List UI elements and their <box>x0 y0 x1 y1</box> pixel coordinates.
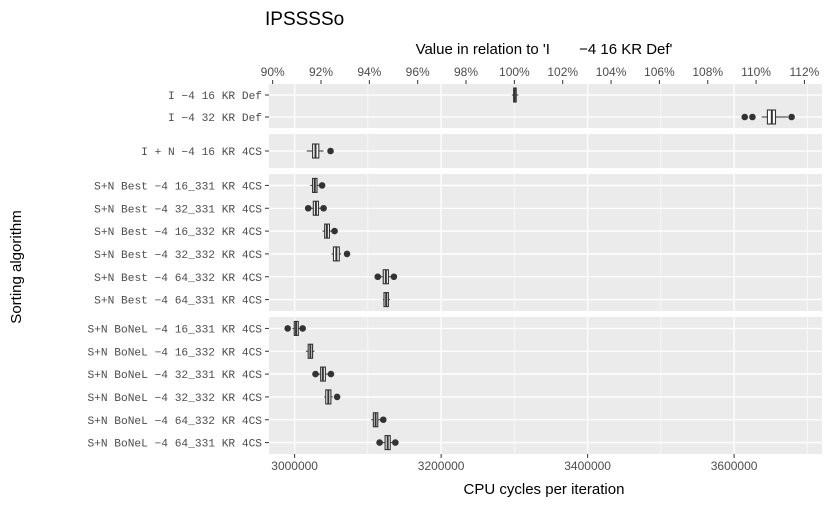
boxplot-row: S+N Best −4 32_331 KR 4CS <box>94 200 822 216</box>
panel-4 <box>269 317 822 454</box>
outlier-point <box>374 273 382 281</box>
bottom-tick-label: 3400000 <box>564 459 611 473</box>
outlier-point <box>327 370 335 378</box>
outlier-point <box>749 113 756 121</box>
outlier-point <box>379 416 387 424</box>
outlier-point <box>343 250 351 258</box>
outlier-point <box>299 325 306 332</box>
y-tick-label: S+N BoNeL −4 32_332 KR 4CS <box>87 393 262 405</box>
top-tick-label: 106% <box>644 65 675 79</box>
y-tick-label: S+N BoNeL −4 64_331 KR 4CS <box>87 439 262 451</box>
outlier-point <box>320 204 327 212</box>
y-tick-label: S+N Best −4 16_331 KR 4CS <box>94 181 262 193</box>
bottom-tick-label: 3600000 <box>711 459 758 473</box>
y-tick-label: S+N BoNeL −4 32_331 KR 4CS <box>87 370 262 382</box>
y-tick-label: I −4 32 KR Def <box>168 113 262 125</box>
panel-background <box>269 317 822 454</box>
outlier-point <box>312 370 319 378</box>
y-tick-label: S+N Best −4 32_332 KR 4CS <box>94 250 262 262</box>
panel-background <box>269 84 822 128</box>
top-tick-label: 112% <box>790 65 820 79</box>
boxplot-row: S+N BoNeL −4 64_332 KR 4CS <box>87 412 822 428</box>
boxplot-row: S+N Best −4 32_332 KR 4CS <box>94 246 822 262</box>
boxplot-row: S+N BoNeL −4 16_331 KR 4CS <box>87 320 822 336</box>
y-axis-label: Sorting algorithm <box>8 210 25 323</box>
panel-1 <box>269 84 822 128</box>
y-tick-label: S+N BoNeL −4 16_332 KR 4CS <box>87 347 262 359</box>
top-tick-label: 96% <box>406 65 430 79</box>
top-tick-label: 110% <box>741 65 771 79</box>
boxplot-row: I + N −4 16 KR 4CS <box>141 143 822 159</box>
top-tick-label: 100% <box>499 65 530 79</box>
y-tick-label: S+N BoNeL −4 64_332 KR 4CS <box>87 416 262 428</box>
top-tick-label: 102% <box>547 65 578 79</box>
outlier-point <box>318 182 326 189</box>
y-tick-label: S+N BoNeL −4 16_331 KR 4CS <box>87 324 262 336</box>
boxplot-row: S+N BoNeL −4 32_332 KR 4CS <box>87 389 822 405</box>
boxplot-row: I −4 32 KR Def <box>168 109 822 125</box>
boxplot-row: S+N BoNeL −4 32_331 KR 4CS <box>87 366 822 382</box>
top-tick-label: 98% <box>454 65 478 79</box>
bottom-tick-label: 3200000 <box>418 459 465 473</box>
panel-background <box>269 174 822 311</box>
top-tick-label: 108% <box>692 65 723 79</box>
y-tick-label: S+N Best −4 64_332 KR 4CS <box>94 273 262 285</box>
top-tick-label: 92% <box>309 65 333 79</box>
outlier-point <box>390 273 398 281</box>
boxplot-row: S+N Best −4 16_331 KR 4CS <box>94 177 822 193</box>
outlier-point <box>741 113 749 121</box>
y-tick-label: I −4 16 KR Def <box>168 91 262 103</box>
panel-3 <box>269 174 822 311</box>
outlier-point <box>392 439 399 446</box>
boxplot-row: S+N BoNeL −4 16_332 KR 4CS <box>87 343 822 359</box>
boxplot-row: S+N Best −4 64_332 KR 4CS <box>94 269 822 285</box>
boxplot-row: I −4 16 KR Def <box>168 87 822 103</box>
y-tick-label: I + N −4 16 KR 4CS <box>141 147 262 159</box>
outlier-point <box>284 325 291 332</box>
x-axis-label: CPU cycles per iteration <box>464 481 625 498</box>
top-tick-label: 90% <box>261 65 285 79</box>
y-tick-label: S+N Best −4 16_332 KR 4CS <box>94 227 262 239</box>
outlier-point <box>327 147 334 155</box>
chart-title: IPSSSSo <box>265 9 344 30</box>
outlier-point <box>788 113 795 121</box>
boxplot-row: S+N BoNeL −4 64_331 KR 4CS <box>87 435 822 451</box>
y-tick-label: S+N Best −4 32_331 KR 4CS <box>94 204 262 216</box>
outlier-point <box>376 439 383 446</box>
top-tick-label: 94% <box>357 65 381 79</box>
outlier-point <box>304 204 312 212</box>
outlier-point <box>331 227 338 235</box>
boxplot-row: S+N Best −4 16_332 KR 4CS <box>94 223 822 239</box>
boxplot-row: S+N Best −4 64_331 KR 4CS <box>94 292 822 308</box>
top-tick-label: 104% <box>596 65 627 79</box>
top-axis-label: Value in relation to 'I −4 16 KR Def' <box>416 41 673 58</box>
bottom-tick-label: 3000000 <box>271 459 318 473</box>
y-tick-label: S+N Best −4 64_331 KR 4CS <box>94 296 262 308</box>
outlier-point <box>333 393 341 401</box>
